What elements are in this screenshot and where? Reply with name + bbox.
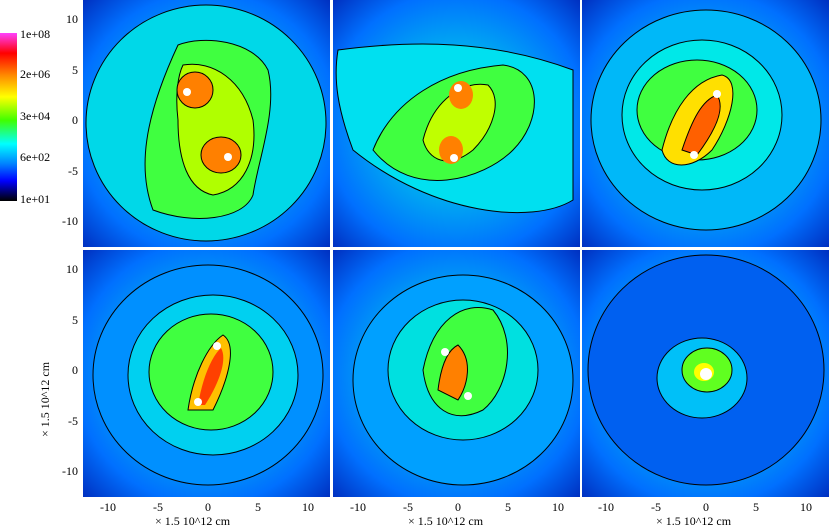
x-tick-0-1: -5: [153, 500, 163, 514]
x-axis-label-middle: × 1.5 10^12 cm: [408, 514, 484, 528]
x-axis-label-left: × 1.5 10^12 cm: [155, 514, 231, 528]
panel-top-right: [582, 0, 829, 247]
panel-top-middle: [333, 0, 580, 247]
x-tick-1-0: -10: [350, 500, 366, 514]
x-tick-1-1: -5: [403, 500, 413, 514]
y-tick-top-2: 0: [72, 113, 78, 127]
x-tick-2-1: -5: [651, 500, 661, 514]
colorbar-label-2: 2e+06: [20, 67, 51, 81]
x-tick-1-4: 10: [552, 500, 564, 514]
x-tick-2-3: 5: [753, 500, 759, 514]
colorbar-label-max: 1e+08: [20, 27, 51, 41]
panel-bottom-right: [582, 250, 829, 497]
x-tick-0-3: 5: [255, 500, 261, 514]
x-tick-2-2: 0: [703, 500, 709, 514]
x-tick-0-0: -10: [100, 500, 116, 514]
panel-bottom-middle: [333, 250, 580, 497]
y-tick-top-1: 5: [72, 62, 78, 77]
panel-bottom-left: [83, 250, 330, 497]
y-tick-top-3: -5: [68, 163, 78, 178]
x-tick-0-2: 0: [205, 500, 211, 514]
y-tick-top-0: 10: [66, 12, 78, 26]
y-tick-bottom-0: 10: [66, 262, 78, 276]
x-tick-2-0: -10: [598, 500, 614, 514]
colorbar: [0, 33, 17, 201]
colorbar-label-4: 6e+02: [20, 150, 51, 164]
colorbar-label-min: 1e+01: [20, 192, 51, 206]
y-tick-bottom-4: -10: [62, 464, 78, 478]
x-tick-1-3: 5: [505, 500, 511, 514]
x-tick-1-2: 0: [455, 500, 461, 514]
x-tick-2-4: 10: [800, 500, 812, 514]
y-tick-top-4: -10: [62, 214, 78, 228]
colorbar-label-3: 3e+04: [20, 109, 51, 123]
y-tick-bottom-2: 0: [72, 363, 78, 377]
y-tick-bottom-1: 5: [72, 312, 78, 327]
y-tick-bottom-3: -5: [68, 413, 78, 428]
x-axis-label-right: × 1.5 10^12 cm: [656, 514, 732, 528]
x-tick-0-4: 10: [302, 500, 314, 514]
panel-top-left: [83, 0, 330, 247]
